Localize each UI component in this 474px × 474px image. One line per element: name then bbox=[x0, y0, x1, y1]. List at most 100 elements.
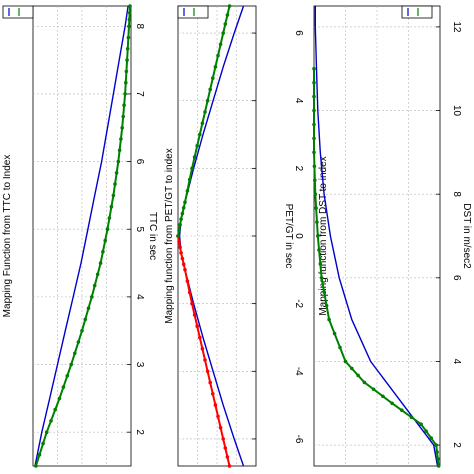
data-point bbox=[223, 22, 228, 26]
data-point bbox=[127, 24, 131, 29]
data-point bbox=[362, 380, 367, 385]
data-point bbox=[65, 374, 70, 378]
data-point bbox=[312, 164, 317, 169]
data-point bbox=[203, 110, 207, 114]
legend-frame bbox=[401, 5, 433, 19]
data-point bbox=[192, 155, 197, 159]
data-point bbox=[187, 290, 192, 295]
data-point bbox=[92, 283, 97, 288]
data-point bbox=[314, 206, 318, 210]
series-line-1 bbox=[314, 6, 439, 467]
data-point bbox=[125, 58, 129, 62]
data-point bbox=[318, 262, 323, 266]
x-tick-label: 3 bbox=[134, 362, 145, 368]
data-point bbox=[324, 303, 329, 308]
x-axis-label: PET/GT in sec bbox=[283, 204, 294, 269]
data-point bbox=[192, 313, 197, 317]
data-point bbox=[327, 317, 331, 322]
data-point bbox=[381, 394, 385, 399]
data-point bbox=[49, 419, 53, 423]
data-point bbox=[429, 436, 434, 440]
data-point bbox=[185, 189, 190, 193]
data-point bbox=[216, 414, 220, 419]
data-point bbox=[103, 238, 107, 243]
x-axis-label: TTC in sec bbox=[147, 212, 158, 260]
data-point bbox=[180, 211, 185, 216]
data-point bbox=[183, 200, 187, 204]
data-point bbox=[76, 340, 81, 344]
data-point bbox=[343, 359, 348, 364]
data-point bbox=[208, 380, 212, 385]
x-tick-label: 2 bbox=[451, 442, 462, 448]
x-tick-label: 8 bbox=[451, 191, 462, 197]
data-point bbox=[95, 272, 100, 277]
data-point bbox=[107, 216, 112, 220]
data-point bbox=[53, 407, 57, 412]
legend-frame bbox=[2, 5, 34, 19]
data-point bbox=[114, 171, 119, 175]
data-point bbox=[218, 425, 223, 430]
chart-panel-3: 2 4 6 8 10 12 DST in m/sec2 Mapping function fr… bbox=[312, 5, 472, 468]
data-point bbox=[312, 108, 316, 113]
data-point bbox=[221, 437, 225, 441]
data-point bbox=[312, 80, 316, 85]
data-point bbox=[123, 92, 127, 96]
data-point bbox=[221, 31, 225, 35]
data-point bbox=[223, 446, 228, 450]
data-point bbox=[216, 53, 220, 58]
data-point bbox=[83, 317, 88, 322]
data-point bbox=[436, 464, 441, 468]
legend bbox=[401, 5, 433, 19]
data-point bbox=[316, 234, 320, 238]
data-point bbox=[198, 132, 202, 137]
data-point bbox=[128, 4, 132, 8]
x-tick-label: 0 bbox=[293, 233, 304, 239]
data-point bbox=[190, 301, 194, 306]
data-point bbox=[225, 13, 230, 17]
data-point bbox=[41, 441, 45, 446]
x-tick-label: 6 bbox=[451, 275, 462, 281]
data-point bbox=[61, 385, 66, 389]
data-point bbox=[371, 387, 376, 392]
data-point bbox=[177, 239, 181, 244]
x-tick-label: 6 bbox=[134, 159, 145, 165]
data-point bbox=[195, 324, 199, 329]
data-point bbox=[200, 346, 205, 351]
data-point bbox=[116, 159, 121, 164]
data-point bbox=[313, 178, 317, 182]
legend-frame bbox=[177, 5, 209, 19]
data-point bbox=[315, 220, 319, 224]
chart-panel-2: -6 -4 -2 0 2 4 6 PET/GT in sec Mapping function … bbox=[164, 4, 304, 468]
data-point bbox=[205, 369, 210, 374]
data-point bbox=[80, 328, 84, 333]
data-point bbox=[179, 251, 183, 255]
data-point bbox=[127, 11, 132, 15]
data-point bbox=[181, 262, 186, 267]
chart-panel-1: 2 3 4 5 6 7 8 TTC in sec Mapping Function from T… bbox=[2, 4, 158, 468]
data-point bbox=[124, 69, 129, 74]
data-point bbox=[113, 182, 117, 186]
data-point bbox=[312, 94, 316, 99]
data-point bbox=[338, 345, 342, 350]
data-point bbox=[44, 430, 49, 435]
data-point bbox=[208, 87, 212, 92]
x-tick-label: -2 bbox=[293, 299, 304, 308]
data-point bbox=[213, 65, 218, 69]
data-point bbox=[37, 452, 42, 457]
data-point bbox=[119, 137, 123, 141]
chart-title: Mapping Function from TTC to Index bbox=[2, 155, 13, 318]
data-point bbox=[350, 366, 354, 371]
data-point bbox=[181, 206, 186, 210]
data-point bbox=[312, 136, 316, 141]
data-point bbox=[105, 227, 110, 231]
data-point bbox=[211, 76, 215, 80]
data-point bbox=[117, 148, 122, 153]
data-point bbox=[200, 121, 205, 126]
chart-title: Mapping function from PET/GT to index bbox=[164, 148, 175, 323]
data-point bbox=[213, 403, 218, 407]
data-point bbox=[312, 122, 316, 127]
x-tick-label: 10 bbox=[451, 105, 462, 117]
data-point bbox=[73, 351, 77, 356]
data-point bbox=[419, 422, 423, 427]
